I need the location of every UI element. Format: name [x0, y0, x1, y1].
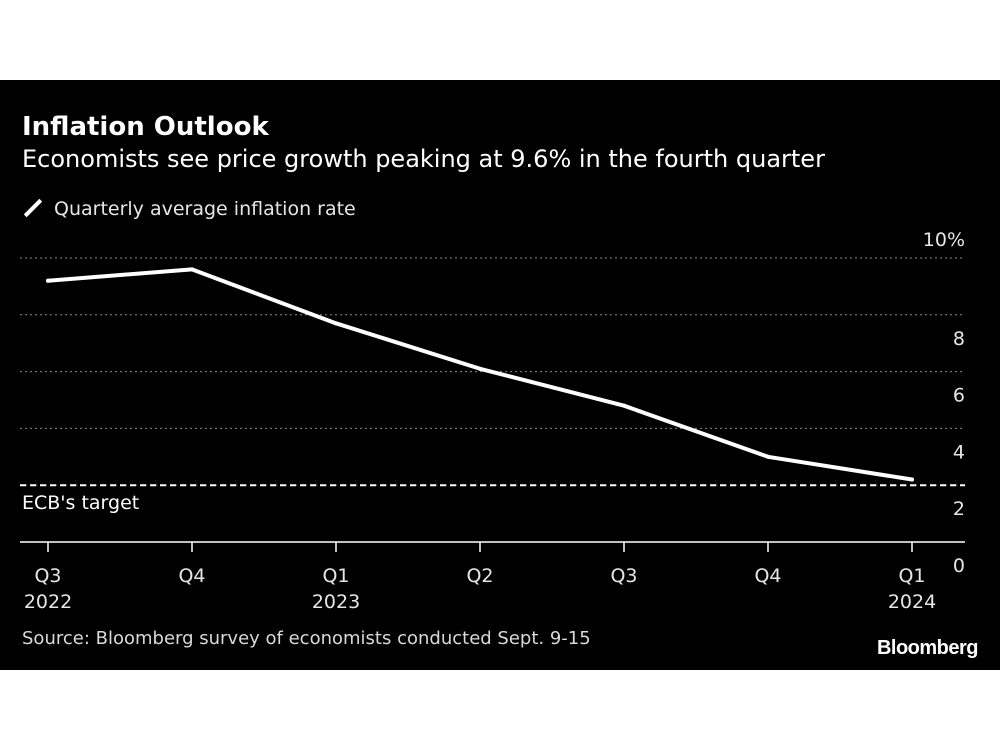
x-tick-label: Q1	[322, 565, 349, 587]
y-tick-label: 6	[953, 385, 965, 407]
y-tick-label: 4	[953, 441, 965, 463]
x-year-label: 2022	[24, 591, 72, 613]
chart-subtitle: Economists see price growth peaking at 9…	[22, 145, 825, 173]
x-tick-label: Q3	[610, 565, 637, 587]
data-point	[766, 454, 770, 459]
bloomberg-logo: Bloomberg	[876, 637, 979, 659]
data-point	[190, 267, 194, 272]
chart-title: Inflation Outlook	[22, 112, 269, 142]
ecb-target-label: ECB's target	[22, 492, 139, 514]
legend: Quarterly average inflation rate	[22, 198, 356, 220]
y-tick-label: 8	[953, 328, 965, 350]
series-line	[46, 267, 914, 482]
x-tick-label: Q1	[898, 565, 925, 587]
data-point	[622, 403, 626, 408]
x-year-label: 2023	[312, 591, 360, 613]
x-tick-label: Q2	[466, 565, 493, 587]
y-tick-label: 10%	[923, 229, 965, 251]
legend-label: Quarterly average inflation rate	[54, 198, 356, 220]
x-year-label: 2024	[888, 591, 936, 613]
data-point	[334, 321, 338, 326]
data-point	[478, 366, 482, 371]
y-tick-label: 0	[953, 555, 965, 577]
data-point	[910, 477, 914, 482]
x-tick-label: Q4	[754, 565, 781, 587]
data-point	[46, 278, 50, 283]
y-tick-label: 2	[953, 498, 965, 520]
source-note: Source: Bloomberg survey of economists c…	[22, 628, 591, 649]
x-tick-label: Q4	[178, 565, 205, 587]
x-tick-label: Q3	[34, 565, 61, 587]
